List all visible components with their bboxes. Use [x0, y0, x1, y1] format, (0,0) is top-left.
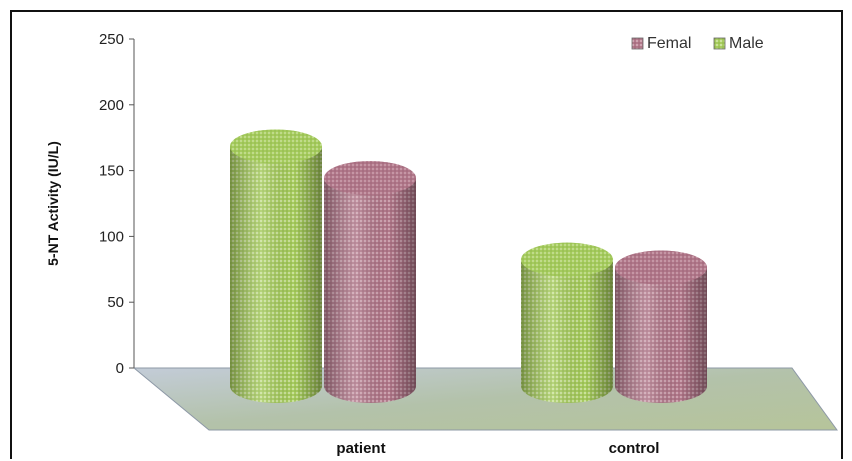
bar-male-patient[interactable]	[230, 129, 322, 403]
y-tick-label: 150	[99, 163, 124, 180]
legend-swatch	[713, 37, 726, 50]
x-category-label-control: control	[609, 440, 660, 457]
bar-top-texture	[230, 129, 322, 164]
legend-label: Femal	[647, 35, 691, 52]
chart-frame: 0 50 100 150 200 250 5-NT Activity (IU/L) pati…	[10, 10, 843, 459]
y-tick-label: 250	[99, 31, 124, 48]
legend-swatch	[631, 37, 644, 50]
legend-label: Male	[729, 35, 764, 52]
legend-item-femal[interactable]: Femal	[631, 35, 691, 52]
y-tick-label: 100	[99, 228, 124, 245]
y-tick-label: 0	[116, 360, 124, 377]
bar-shading	[230, 146, 322, 403]
bar-top-texture	[521, 242, 613, 277]
bar-male-control[interactable]	[521, 242, 613, 403]
bar-shading	[615, 267, 707, 403]
legend-item-male[interactable]: Male	[713, 35, 764, 52]
bar-top-texture	[615, 250, 707, 285]
y-tick-label: 50	[107, 294, 124, 311]
y-tick-label: 200	[99, 97, 124, 114]
y-axis-title: 5-NT Activity (IU/L)	[45, 141, 61, 266]
bar-femal-patient[interactable]	[324, 161, 416, 403]
bar-shading	[324, 178, 416, 403]
x-category-label-patient: patient	[336, 440, 385, 457]
bar-chart: 0 50 100 150 200 250 5-NT Activity (IU/L) pati…	[45, 31, 838, 457]
bar-top-texture	[324, 161, 416, 196]
bar-shading	[521, 259, 613, 403]
bar-femal-control[interactable]	[615, 250, 707, 403]
